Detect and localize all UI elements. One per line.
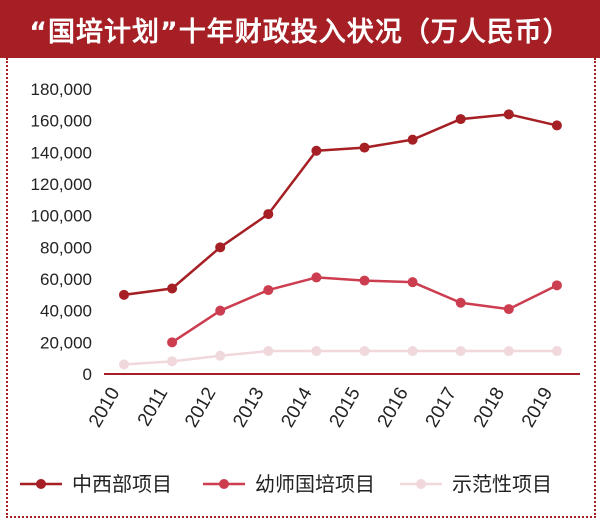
y-tick-label: 40,000 — [40, 302, 92, 321]
data-point — [311, 272, 322, 283]
x-tick-label: 2011 — [134, 384, 173, 430]
data-point — [407, 277, 418, 288]
x-tick-label: 2015 — [326, 384, 365, 431]
y-tick-label: 160,000 — [31, 112, 92, 131]
legend-label: 示范性项目 — [452, 472, 552, 496]
data-point — [455, 297, 466, 308]
data-point — [167, 283, 178, 294]
data-point — [407, 346, 418, 357]
data-point — [215, 305, 226, 316]
legend-label: 幼师国培项目 — [255, 472, 375, 496]
data-point — [119, 289, 129, 300]
y-tick-label: 100,000 — [31, 207, 92, 226]
data-point — [215, 242, 226, 253]
data-point — [551, 280, 562, 291]
chart-title-bar: “国培计划”十年财政投入状况（万人民币） — [0, 0, 600, 58]
data-point — [167, 337, 178, 348]
data-point — [455, 114, 466, 125]
legend-marker — [36, 479, 46, 489]
x-tick-label: 2018 — [470, 384, 509, 431]
x-tick-label: 2013 — [229, 384, 268, 431]
x-tick-label: 2016 — [374, 384, 413, 431]
data-point — [119, 359, 129, 370]
data-point — [263, 209, 274, 220]
data-point — [311, 145, 322, 156]
x-tick-label: 2019 — [518, 384, 557, 431]
x-tick-label: 2010 — [85, 384, 124, 431]
y-tick-label: 0 — [83, 365, 92, 384]
x-tick-label: 2014 — [277, 384, 317, 431]
data-point — [263, 285, 274, 296]
data-point — [167, 356, 178, 367]
y-tick-label: 20,000 — [40, 333, 92, 352]
y-tick-label: 180,000 — [31, 80, 92, 99]
data-point — [359, 346, 370, 357]
x-tick-label: 2012 — [181, 384, 220, 431]
series-line — [171, 276, 558, 344]
data-point — [503, 346, 514, 357]
chart-frame — [6, 58, 596, 518]
data-point — [311, 346, 322, 357]
data-point — [503, 109, 514, 120]
data-point — [455, 346, 466, 357]
legend-marker — [219, 479, 229, 489]
data-point — [215, 350, 226, 361]
legend-label: 中西部项目 — [72, 472, 172, 496]
series-line — [123, 349, 557, 366]
data-point — [263, 346, 274, 357]
chart-title: “国培计划”十年财政投入状况（万人民币） — [29, 16, 571, 48]
data-point — [551, 120, 562, 131]
data-point — [359, 275, 370, 286]
y-tick-label: 60,000 — [40, 270, 92, 289]
data-point — [503, 304, 514, 315]
y-tick-label: 120,000 — [31, 175, 92, 194]
y-tick-label: 80,000 — [40, 238, 92, 257]
data-point — [407, 134, 418, 145]
data-point — [551, 346, 562, 357]
series-line — [123, 113, 558, 297]
legend-marker — [416, 479, 426, 489]
data-point — [359, 142, 370, 153]
x-tick-label: 2017 — [422, 384, 461, 431]
y-tick-label: 140,000 — [31, 143, 92, 162]
